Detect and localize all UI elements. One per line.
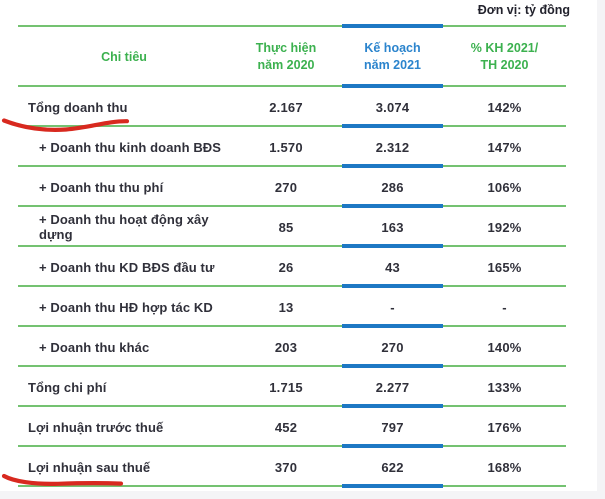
cell-kh2021: 43: [385, 259, 400, 275]
header-row: Chi tiêu Thực hiện năm 2020 Kế hoạch năm 202…: [18, 27, 566, 88]
unit-note: Đơn vị: tỷ đồng: [477, 3, 570, 17]
row-label: + Doanh thu hoạt động xây dựng: [39, 212, 209, 242]
cell-th2020: 270: [274, 179, 298, 195]
row-separator: [18, 364, 566, 368]
row-label: + Doanh thu HĐ hợp tác KD: [39, 299, 213, 315]
plan-column-highlight: [342, 84, 443, 88]
cell-pct: 142%: [487, 99, 522, 115]
cell-th2020: 1.715: [269, 379, 303, 395]
column-header-line: Chi tiêu: [101, 49, 147, 64]
table-row: Lợi nhuận sau thuế 370 622 168%: [18, 447, 566, 488]
plan-column-highlight: [342, 404, 443, 408]
row-separator: [18, 124, 566, 128]
plan-column-highlight: [342, 444, 443, 448]
row-separator: [18, 244, 566, 248]
cell-pct: 133%: [487, 379, 522, 395]
plan-column-highlight: [342, 324, 443, 328]
table-row: + Doanh thu KD BĐS đầu tư 26 43 165%: [18, 247, 566, 288]
table-top-border: [18, 24, 566, 28]
cell-th2020: 2.167: [269, 99, 303, 115]
cell-pct: 140%: [487, 339, 522, 355]
cell-th2020: 1.570: [269, 139, 303, 155]
cell-kh2021: 2.277: [375, 379, 410, 395]
column-header-line: Kế hoạch: [364, 41, 421, 55]
cell-pct: 106%: [487, 179, 522, 195]
cell-pct: -: [502, 299, 507, 315]
row-label: + Doanh thu KD BĐS đầu tư: [39, 259, 215, 275]
cell-kh2021: 163: [381, 219, 404, 235]
row-separator: [18, 404, 566, 408]
cell-pct: 147%: [487, 139, 522, 155]
table-row: + Doanh thu hoạt động xây dựng 85 163 192%: [18, 207, 566, 248]
column-header-line: năm 2021: [364, 58, 421, 72]
row-separator: [18, 84, 566, 88]
row-label: + Doanh thu khác: [39, 339, 150, 355]
plan-column-highlight: [342, 164, 443, 168]
column-header-line: % KH 2021/: [470, 41, 539, 55]
cell-th2020: 13: [278, 299, 294, 315]
cell-kh2021: 286: [381, 179, 404, 195]
table-row: + Doanh thu kinh doanh BĐS 1.570 2.312 147%: [18, 127, 566, 168]
cell-pct: 176%: [487, 419, 522, 435]
financial-plan-table: Chi tiêu Thực hiện năm 2020 Kế hoạch năm 202…: [18, 24, 566, 488]
cell-th2020: 370: [274, 459, 298, 475]
row-label: Tổng chi phí: [28, 379, 107, 395]
plan-column-highlight: [342, 364, 443, 368]
cell-pct: 168%: [487, 459, 522, 475]
table-row: Lợi nhuận trước thuế 452 797 176%: [18, 407, 566, 448]
page-right-edge: [597, 0, 605, 499]
plan-column-highlight: [342, 284, 443, 288]
table-body: Tổng doanh thu 2.167 3.074 142% + Doanh thu …: [18, 87, 566, 488]
row-label: Tổng doanh thu: [28, 99, 128, 115]
cell-th2020: 85: [278, 219, 294, 235]
plan-column-highlight: [342, 24, 443, 28]
table-row: + Doanh thu thu phí 270 286 106%: [18, 167, 566, 208]
row-label: + Doanh thu thu phí: [39, 179, 164, 195]
row-label: Lợi nhuận trước thuế: [28, 419, 164, 435]
cell-kh2021: 3.074: [375, 99, 410, 115]
column-header-line: TH 2020: [480, 58, 529, 72]
column-header-pct: % KH 2021/TH 2020: [443, 27, 566, 87]
table-row: + Doanh thu khác 203 270 140%: [18, 327, 566, 368]
cell-pct: 192%: [487, 219, 522, 235]
column-header-th2020: Thực hiện năm 2020: [230, 27, 342, 87]
row-separator: [18, 444, 566, 448]
table-row: + Doanh thu HĐ hợp tác KD 13 - -: [18, 287, 566, 328]
cell-kh2021: 797: [381, 419, 404, 435]
cell-kh2021: 622: [381, 459, 404, 475]
plan-column-highlight: [342, 124, 443, 128]
plan-column-highlight: [342, 204, 443, 208]
column-header-label: Chi tiêu: [18, 27, 230, 87]
cell-th2020: 452: [274, 419, 298, 435]
cell-th2020: 203: [274, 339, 298, 355]
column-header-kh2021: Kế hoạch năm 2021: [342, 27, 443, 87]
cell-kh2021: 2.312: [375, 139, 410, 155]
cell-kh2021: -: [390, 299, 395, 315]
row-separator: [18, 324, 566, 328]
column-header-line: năm 2020: [257, 58, 315, 72]
row-separator: [18, 204, 566, 208]
row-separator: [18, 284, 566, 288]
row-label: + Doanh thu kinh doanh BĐS: [39, 139, 222, 155]
table-row: Tổng chi phí 1.715 2.277 133%: [18, 367, 566, 408]
row-separator: [18, 164, 566, 168]
cell-pct: 165%: [487, 259, 522, 275]
plan-column-highlight: [342, 484, 443, 488]
column-header-line: Thực hiện: [255, 41, 317, 55]
row-label: Lợi nhuận sau thuế: [28, 459, 151, 475]
cell-th2020: 26: [278, 259, 294, 275]
page-bottom-edge: [0, 491, 605, 499]
cell-kh2021: 270: [381, 339, 404, 355]
plan-column-highlight: [342, 244, 443, 248]
table-row: Tổng doanh thu 2.167 3.074 142%: [18, 87, 566, 128]
row-separator: [18, 484, 566, 488]
